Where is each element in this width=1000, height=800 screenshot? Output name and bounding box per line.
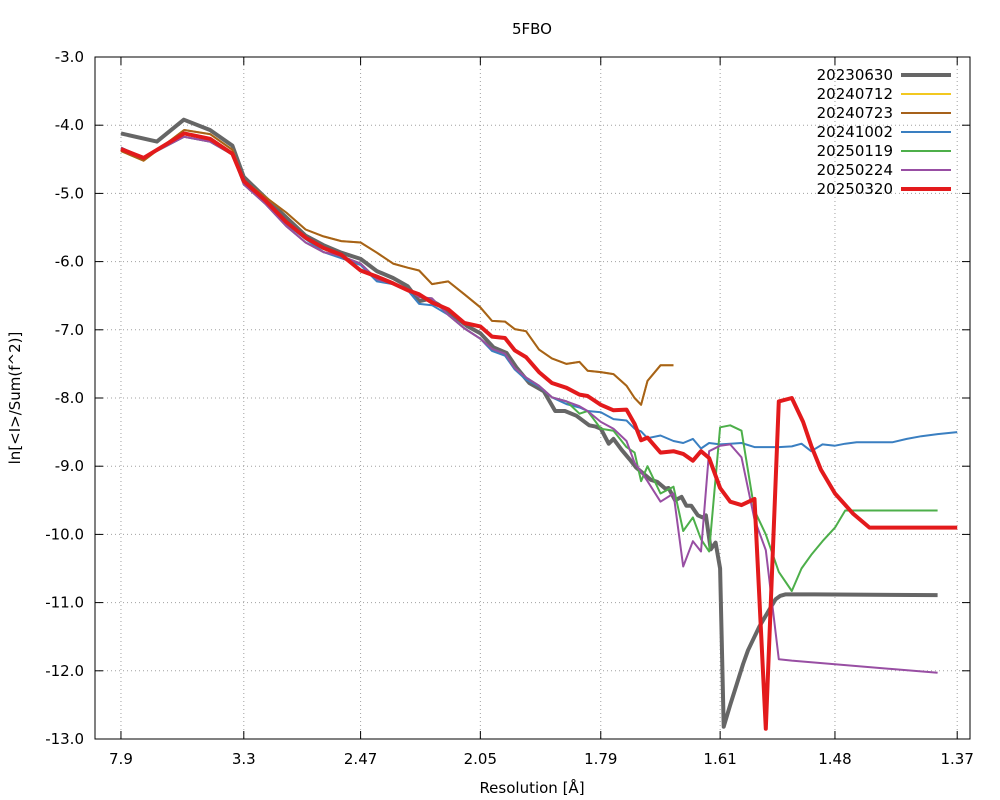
legend-label: 20250119 [817,142,893,160]
y-axis-title: ln[<I>/Sum(f^2)] [6,332,24,465]
series-line-20230630 [120,117,938,729]
x-tick-label: 3.3 [232,750,256,768]
legend-label: 20250224 [817,161,893,179]
y-tick-label: -13.0 [45,730,84,748]
series-line-20250224 [120,135,938,674]
legend-label: 20250320 [817,180,893,198]
series-line-20240723 [120,129,674,406]
series-line-20250320 [120,131,958,731]
y-tick-label: -6.0 [55,253,84,271]
grid [95,56,970,740]
y-tick-label: -8.0 [55,389,84,407]
series-line-20241002 [120,135,958,453]
plot-series [120,117,958,731]
y-tick-label: -11.0 [45,594,84,612]
x-tick-label: 7.9 [109,750,133,768]
x-tick-label: 2.05 [464,750,497,768]
x-axis-title: Resolution [Å] [479,778,584,797]
axis-ticks [95,56,970,740]
y-tick-label: -10.0 [45,525,84,543]
y-tick-label: -12.0 [45,662,84,680]
legend-label: 20230630 [817,66,893,84]
y-tick-label: -3.0 [55,48,84,66]
x-tick-label: 1.37 [940,750,973,768]
x-tick-label: 1.79 [584,750,617,768]
x-tick-label: 1.61 [703,750,736,768]
legend-label: 20240723 [817,104,893,122]
y-tick-label: -4.0 [55,116,84,134]
y-tick-label: -7.0 [55,321,84,339]
tick-labels: 7.9 3.3 2.47 2.05 1.79 1.61 1.48 1.37 -3.0 -4.0 -5… [45,48,974,768]
legend: 2023063020240712202407232024100220250119… [817,66,951,198]
legend-label: 20240712 [817,85,893,103]
legend-label: 20241002 [817,123,893,141]
y-tick-label: -5.0 [55,184,84,202]
x-tick-label: 2.47 [344,750,377,768]
x-tick-label: 1.48 [818,750,851,768]
y-tick-label: -9.0 [55,457,84,475]
chart-title: 5FBO [512,20,552,38]
